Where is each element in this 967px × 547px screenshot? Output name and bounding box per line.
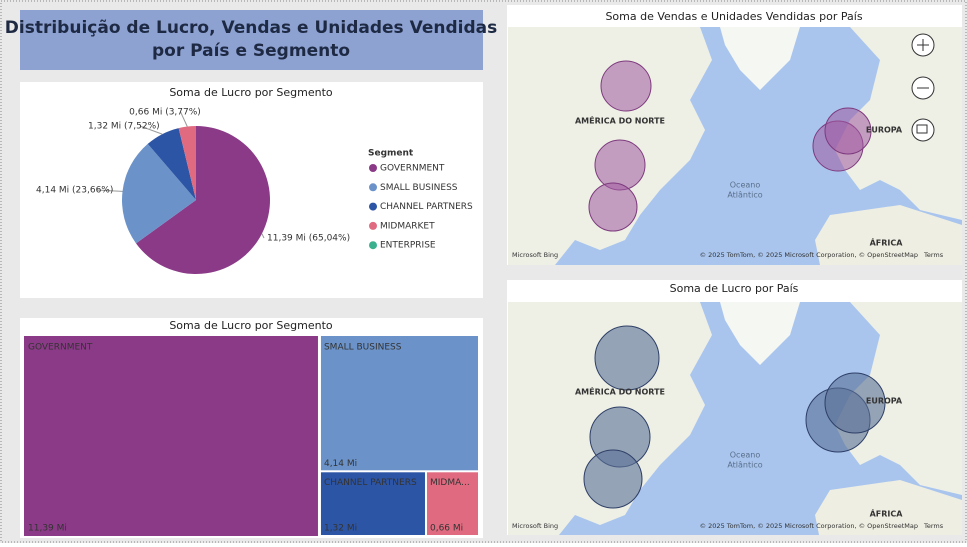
map-label: EUROPA <box>866 126 903 135</box>
map-logo: Microsoft Bing <box>512 522 558 530</box>
legend-label: GOVERNMENT <box>380 164 445 174</box>
leader-line <box>96 189 123 192</box>
pie-slice <box>147 128 196 200</box>
legend-label: CHANNEL PARTNERS <box>380 202 473 212</box>
map-attribution: © 2025 TomTom, © 2025 Microsoft Corporat… <box>700 522 918 530</box>
title-box <box>20 10 483 70</box>
dashboard-title: Distribuição de Lucro, Vendas e Unidades… <box>5 18 497 38</box>
map-label: AMÉRICA DO NORTE <box>575 115 665 126</box>
data-label: 0,66 Mi (3,77%) <box>129 108 201 118</box>
map[interactable] <box>507 302 962 540</box>
legend-label: ENTERPRISE <box>380 241 436 251</box>
tile-label: GOVERNMENT <box>28 343 93 353</box>
legend-marker <box>369 183 377 192</box>
leader-line <box>261 233 265 239</box>
zoom-in[interactable] <box>911 33 935 57</box>
map-attribution: © 2025 TomTom, © 2025 Microsoft Corporat… <box>700 251 918 259</box>
tile-value: 4,14 Mi <box>324 459 357 469</box>
map-terms[interactable]: Terms <box>923 251 944 259</box>
leader-line <box>180 111 188 127</box>
tile-value: 11,39 Mi <box>28 524 67 534</box>
map-logo: Microsoft Bing <box>512 251 558 259</box>
map-label: Atlântico <box>727 191 762 200</box>
map-label: ÁFRICA <box>870 237 904 248</box>
pie-slice <box>178 126 196 200</box>
map-label: Oceano <box>730 451 761 460</box>
map-title: Soma de Lucro por País <box>670 282 799 295</box>
pie-slice <box>136 126 270 274</box>
legend-marker <box>369 221 377 230</box>
treemap-tile <box>426 472 478 535</box>
treemap-tile <box>320 472 425 535</box>
map-label: EUROPA <box>866 397 903 406</box>
map[interactable] <box>507 27 962 265</box>
treemap-tile <box>24 336 318 536</box>
tile-value: 1,32 Mi <box>324 524 357 534</box>
tile-label: CHANNEL PARTNERS <box>324 478 417 488</box>
zoom-out[interactable] <box>911 76 935 100</box>
data-label: 11,39 Mi (65,04%) <box>267 234 350 244</box>
legend-label: MIDMARKET <box>380 221 435 231</box>
map-label: AMÉRICA DO NORTE <box>575 386 665 397</box>
tile-label: MIDMA... <box>430 478 470 488</box>
legend-marker <box>369 241 377 250</box>
map-label: Oceano <box>730 181 761 190</box>
data-label: 4,14 Mi (23,66%) <box>36 186 113 196</box>
dashboard-title: por País e Segmento <box>152 41 350 61</box>
map-terms[interactable]: Terms <box>923 522 944 530</box>
chart-title: Soma de Lucro por Segmento <box>169 86 333 99</box>
legend-title: Segment <box>368 149 414 159</box>
chart-title: Soma de Lucro por Segmento <box>169 319 333 332</box>
select-tool[interactable] <box>911 118 935 142</box>
leader-line <box>139 125 163 135</box>
data-label: 1,32 Mi (7,52%) <box>88 122 160 132</box>
legend-label: SMALL BUSINESS <box>380 183 458 193</box>
treemap-tile <box>320 336 478 471</box>
legend-marker <box>369 202 377 211</box>
tile-value: 0,66 Mi <box>430 524 463 534</box>
legend-marker <box>369 164 377 172</box>
map-label: ÁFRICA <box>870 508 904 519</box>
pie-slice <box>122 143 196 244</box>
map-label: Atlântico <box>727 461 762 470</box>
tile-label: SMALL BUSINESS <box>324 343 402 353</box>
map-title: Soma de Vendas e Unidades Vendidas por P… <box>605 10 862 23</box>
